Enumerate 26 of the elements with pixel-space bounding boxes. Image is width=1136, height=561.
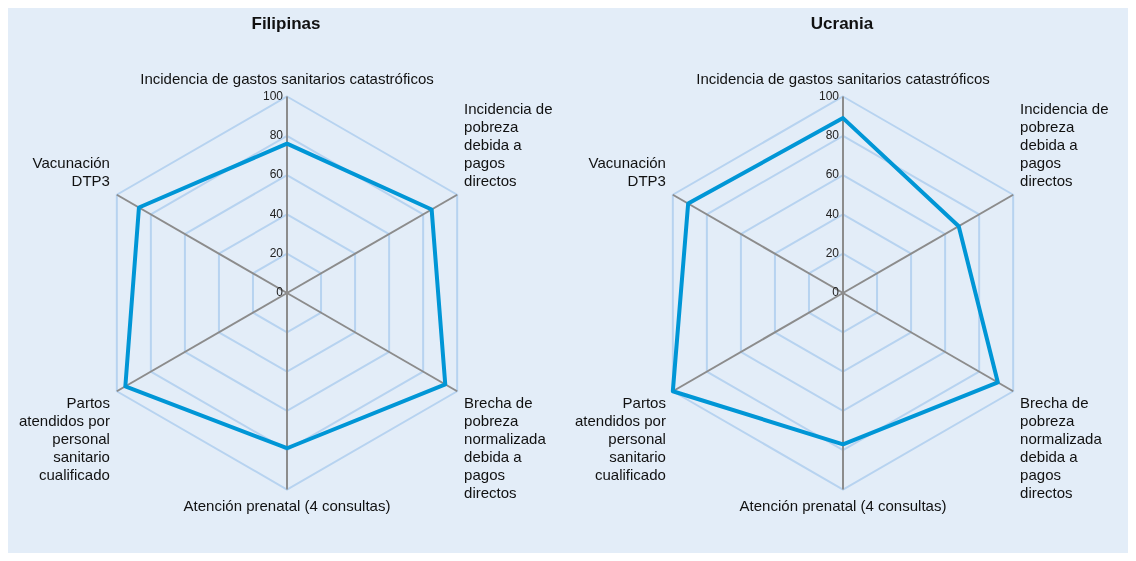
chart-title: Filipinas bbox=[251, 13, 321, 33]
y-tick-label: 80 bbox=[269, 128, 284, 143]
chart-title: Ucrania bbox=[810, 13, 874, 33]
spoke-label: Incidencia de gastos sanitarios catastróficos bbox=[140, 69, 434, 87]
spoke-label: Partos atendidos por personal sanitario cualificado bbox=[574, 394, 666, 484]
spoke-label: Atención prenatal (4 consultas) bbox=[739, 496, 947, 514]
y-tick-label: 0 bbox=[832, 285, 840, 300]
y-tick-label: 20 bbox=[269, 246, 284, 261]
spoke-label: Vacunación DTP3 bbox=[588, 153, 666, 189]
spoke-label: Atención prenatal (4 consultas) bbox=[183, 496, 391, 514]
spoke-label: Vacunación DTP3 bbox=[32, 153, 110, 189]
y-tick-label: 60 bbox=[269, 167, 284, 182]
y-tick-label: 100 bbox=[262, 88, 284, 103]
y-tick-label: 0 bbox=[276, 285, 284, 300]
y-tick-label: 80 bbox=[825, 128, 840, 143]
spoke-label: Incidencia de pobreza debida a pagos directos bbox=[1020, 99, 1109, 189]
spoke-label: Brecha de pobreza normalizada debida a pagos directos bbox=[464, 394, 547, 502]
spoke-label: Incidencia de pobreza debida a pagos directos bbox=[464, 99, 553, 189]
spoke-label: Partos atendidos por personal sanitario cualificado bbox=[18, 394, 110, 484]
y-tick-label: 40 bbox=[825, 206, 840, 221]
spoke-label: Incidencia de gastos sanitarios catastróficos bbox=[696, 69, 990, 87]
spoke-label: Brecha de pobreza normalizada debida a pagos directos bbox=[1020, 394, 1103, 502]
y-tick-label: 20 bbox=[825, 246, 840, 261]
y-tick-label: 60 bbox=[825, 167, 840, 182]
y-tick-label: 100 bbox=[818, 88, 840, 103]
y-tick-label: 40 bbox=[269, 206, 284, 221]
